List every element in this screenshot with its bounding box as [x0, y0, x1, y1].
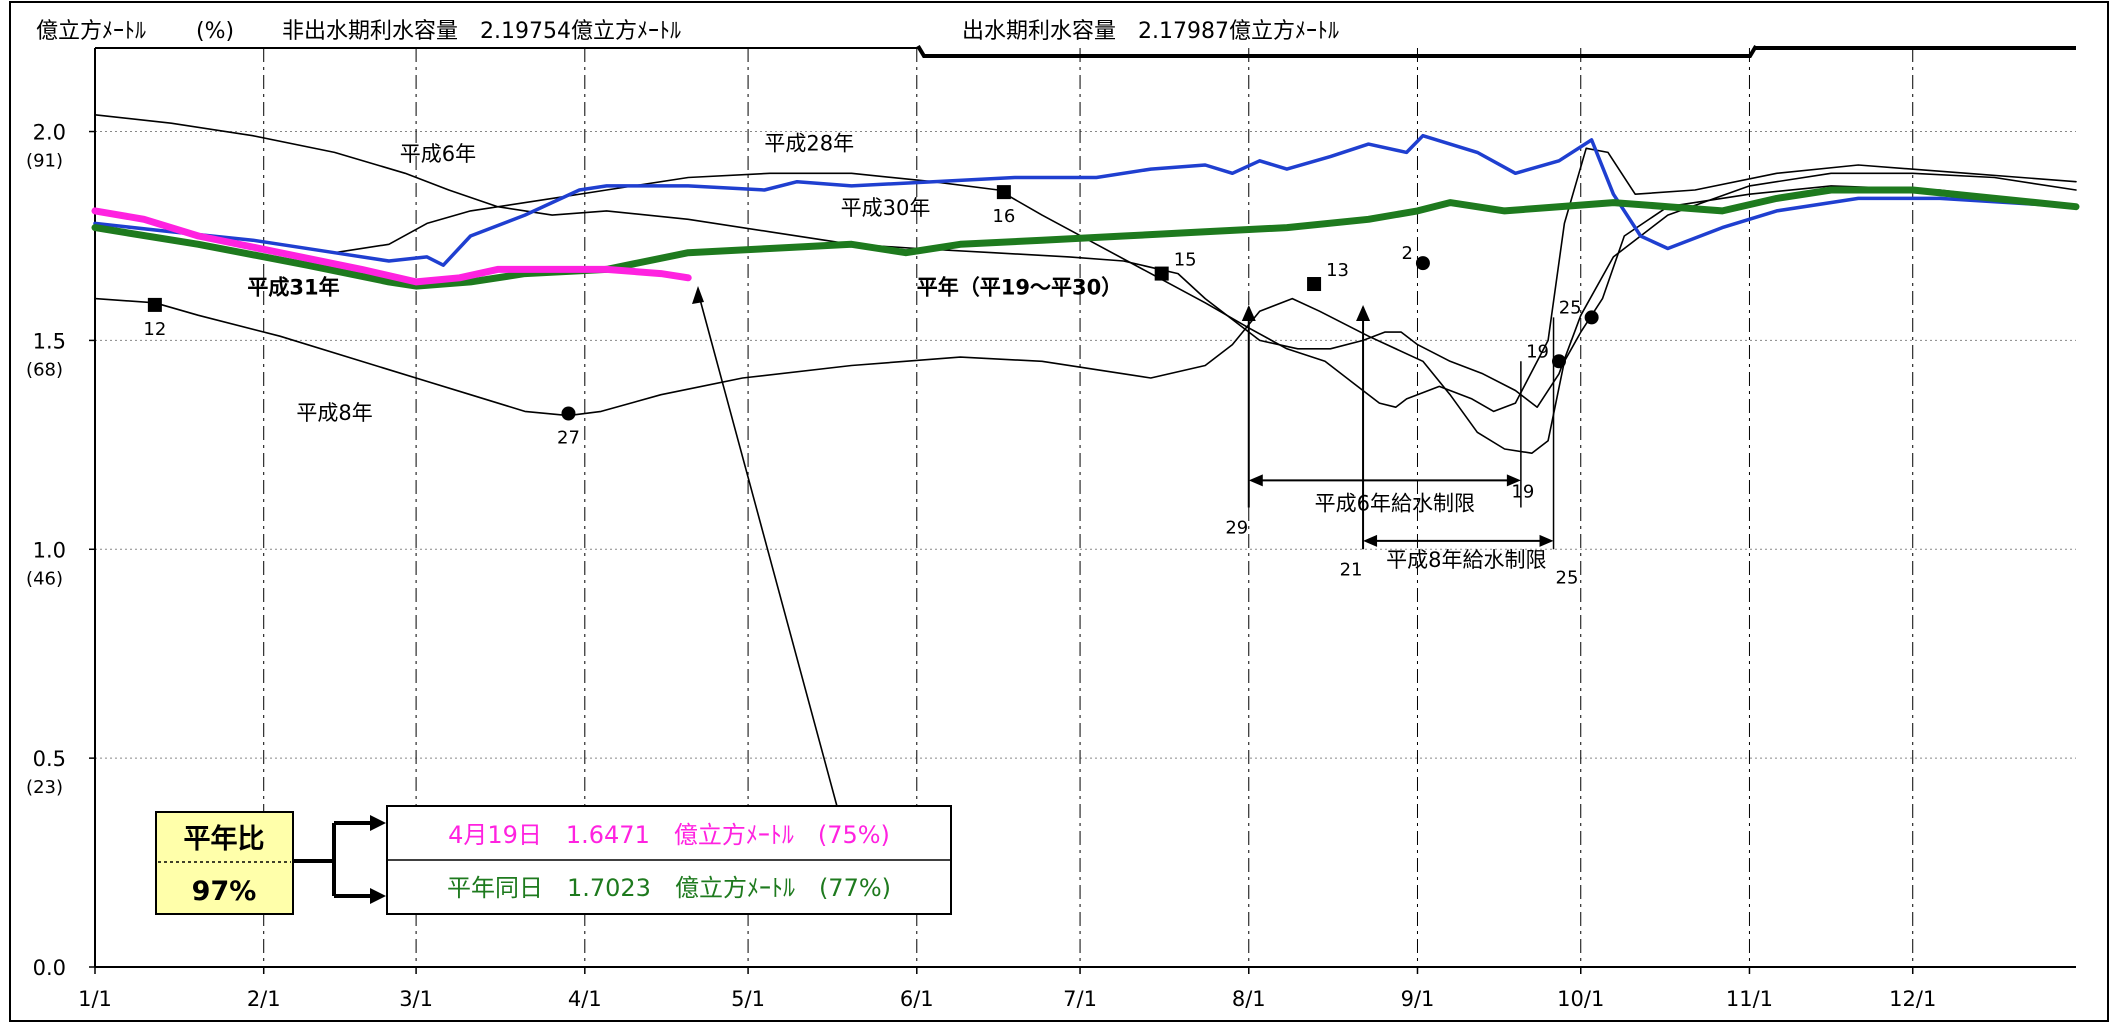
restriction-right-arrow [1506, 474, 1521, 487]
y-percent-label: (%) [196, 19, 234, 44]
series-name-label: 平成30年 [841, 196, 931, 220]
series-line [91, 186, 2080, 290]
square-marker [1154, 266, 1169, 281]
markers: 12 27 16 15 13 2 19 25 [143, 185, 1599, 449]
y-tick-percent: (91) [26, 151, 63, 172]
y-unit-label: 億立方ﾒｰﾄﾙ [36, 19, 146, 44]
series-line [94, 114, 2077, 408]
axis-ticks: 2.0 (91) 1.5 (68) 1.0 (46) 0.5 (23) 0.0 1/1 2/1 3/1… [26, 121, 1936, 1011]
grid [94, 44, 2076, 968]
square-marker [996, 185, 1011, 200]
y-tick-percent: (46) [26, 568, 63, 589]
restriction-left-arrow [1363, 534, 1378, 547]
ratio-value: 97% [192, 876, 257, 907]
y-tick-label: 0.5 [33, 747, 66, 771]
y-tick-label: 0.0 [33, 956, 66, 980]
x-tick-label: 1/1 [78, 987, 112, 1011]
marker-label: 13 [1326, 260, 1349, 281]
x-tick-label: 12/1 [1889, 987, 1936, 1011]
restriction-start-arrow [1356, 304, 1371, 321]
x-tick-label: 4/1 [568, 987, 602, 1011]
marker-label: 12 [143, 319, 166, 340]
pointer-arrow-head [692, 286, 704, 304]
marker-label: 16 [992, 206, 1015, 227]
y-tick-percent: (68) [26, 359, 63, 380]
series-name-label: 平成8年 [296, 401, 372, 425]
circle-marker [561, 406, 576, 421]
x-tick-label: 8/1 [1232, 987, 1266, 1011]
restriction-label: 平成8年給水制限 [1386, 548, 1546, 572]
circle-marker [1551, 354, 1566, 369]
outer-border [9, 1, 2109, 1022]
series-line [93, 133, 2078, 267]
x-tick-label: 5/1 [731, 987, 765, 1011]
series-name-label: 平成28年 [764, 131, 854, 155]
x-tick-label: 9/1 [1401, 987, 1435, 1011]
restriction-start-day: 21 [1340, 559, 1363, 580]
connector-top-arrow-head [370, 815, 386, 831]
marker-label: 19 [1526, 341, 1549, 362]
series-name-label: 平成31年 [247, 275, 339, 299]
non-flood-capacity-label: 非出水期利水容量 2.19754億立方ﾒｰﾄﾙ [282, 19, 681, 44]
restriction-label: 平成6年給水制限 [1315, 491, 1475, 515]
y-tick-label: 1.5 [33, 329, 66, 353]
connector-bottom-arrow-head [370, 888, 386, 904]
current-storage-row: 4月19日 1.6471 億立方ﾒｰﾄﾙ (75%) [448, 821, 890, 849]
series-line [94, 185, 2077, 454]
normal-storage-row: 平年同日 1.7023 億立方ﾒｰﾄﾙ (77%) [447, 874, 891, 902]
x-tick-label: 7/1 [1063, 987, 1097, 1011]
series-lines [91, 114, 2080, 454]
square-marker [147, 297, 162, 312]
marker-label: 25 [1559, 297, 1582, 318]
series-name-label: 平年（平19～平30） [917, 275, 1122, 299]
x-tick-label: 6/1 [900, 987, 934, 1011]
circle-marker [1584, 310, 1599, 325]
pointer-arrow-line [697, 291, 839, 811]
x-tick-label: 3/1 [399, 987, 433, 1011]
x-tick-label: 2/1 [247, 987, 281, 1011]
y-tick-label: 1.0 [33, 538, 66, 562]
series-line [94, 147, 2077, 413]
restriction-left-arrow [1248, 474, 1263, 487]
ratio-label: 平年比 [184, 823, 265, 855]
restriction-start-arrow [1241, 304, 1256, 321]
y-tick-percent: (23) [26, 777, 63, 798]
restriction-annotations: 平成6年給水制限 29 19 平成8年給水制限 21 25 [1225, 304, 1579, 588]
flood-capacity-label: 出水期利水容量 2.17987億立方ﾒｰﾄﾙ [962, 19, 1339, 44]
comparison-panel: 平年比 97% 4月19日 1.6471 億立方ﾒｰﾄﾙ (75%) 平年同日 … [155, 286, 952, 915]
restriction-end-day: 25 [1556, 567, 1579, 588]
ratio-box [155, 811, 294, 915]
restriction-start-day: 29 [1225, 518, 1248, 539]
marker-label: 2 [1401, 243, 1412, 264]
x-tick-label: 10/1 [1557, 987, 1604, 1011]
marker-label: 15 [1174, 250, 1197, 271]
y-tick-label: 2.0 [33, 121, 66, 145]
restriction-end-day: 19 [1511, 482, 1534, 503]
restriction-right-arrow [1539, 534, 1554, 547]
marker-label: 27 [557, 428, 580, 449]
circle-marker [1415, 256, 1430, 271]
series-name-label: 平成6年 [400, 142, 476, 166]
square-marker [1307, 277, 1322, 292]
series-line [91, 207, 692, 286]
flood-season-bracket [916, 44, 1758, 58]
x-tick-label: 11/1 [1726, 987, 1773, 1011]
